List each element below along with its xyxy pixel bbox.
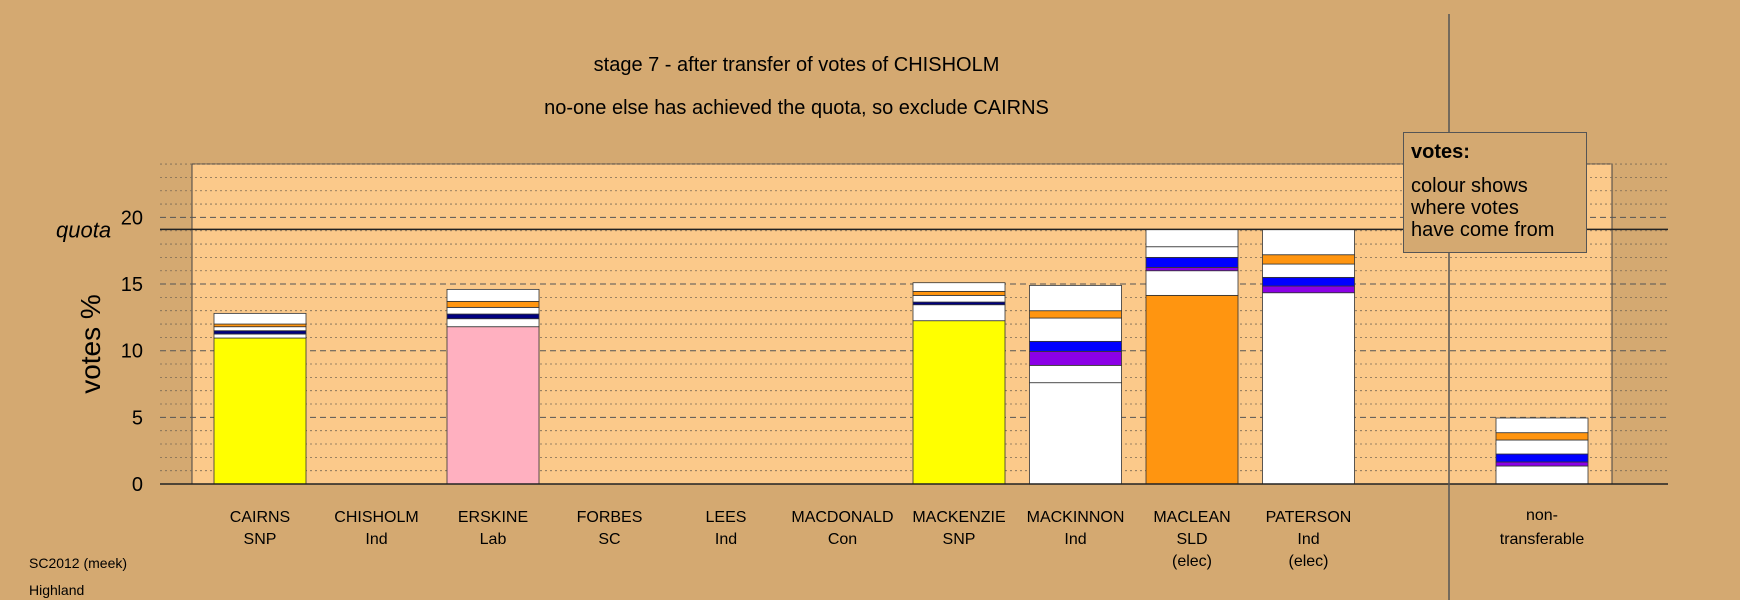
nontransferable-label: transferable [1500,531,1585,548]
bar-segment [1262,263,1355,278]
bar-segment [1145,270,1239,296]
candidate-party: SLD [1176,531,1207,548]
candidate-party: Lab [480,531,507,548]
candidate-name: MACKENZIE [912,509,1005,526]
candidate-status: (elec) [1288,553,1328,570]
bar-segment [1029,382,1122,485]
bar-segment [1145,228,1239,248]
bar-segment [446,300,540,308]
bar-segment [1029,364,1122,384]
bar-mackinnon [1029,284,1122,485]
bar-segment [1262,254,1355,265]
x-labels: CAIRNS SNP CHISHOLM Ind ERSKINE Lab FORBES SC LE… [230,507,1585,570]
bar-segment [1145,266,1239,272]
candidate-party: Ind [365,531,387,548]
candidate-name: CHISHOLM [334,509,418,526]
legend-title: votes: [1411,141,1470,163]
bar-segment [1145,246,1239,258]
bar-segment [1262,276,1355,287]
candidate-party: Ind [1064,531,1086,548]
bar-segment [1495,461,1589,467]
candidate-name: CAIRNS [230,509,290,526]
candidate-status: (elec) [1172,553,1212,570]
bar-segment [1262,292,1355,485]
candidate-name: FORBES [577,509,643,526]
bar-segment [912,320,1006,485]
candidate-name: MACLEAN [1153,509,1230,526]
candidate-party: SNP [244,531,277,548]
bar-segment [213,333,307,339]
bar-segment [912,282,1006,292]
chart-subtitle: no-one else has achieved the quota, so e… [544,97,1049,119]
chart-title: stage 7 - after transfer of votes of CHI… [593,54,1000,76]
bar-cairns [213,312,307,485]
candidate-party: Ind [715,531,737,548]
y-axis-label: votes % [75,294,106,394]
bar-segment [1495,432,1589,441]
candidate-name: PATERSON [1266,509,1352,526]
footer-region: Highland [29,582,85,598]
bar-segment [1029,317,1122,342]
bar-segment [912,294,1006,303]
bar-segment [1029,310,1122,319]
legend: votes: colour shows where votes have com… [1403,132,1587,253]
bar-segment [213,312,307,325]
bar-segment [213,337,307,485]
bar-erskine [446,288,540,485]
bar-segment [1262,285,1355,294]
bar-segment [1495,465,1589,485]
candidate-party: Ind [1297,531,1319,548]
candidate-name: ERSKINE [458,509,528,526]
y-ticks: 0 5 10 15 20 [121,207,143,496]
bar-segment [1262,228,1355,256]
candidate-name: MACKINNON [1027,509,1125,526]
nontransferable-label: non- [1526,507,1558,524]
y-tick-label: 10 [121,341,143,363]
candidate-party: Con [828,531,857,548]
bar-segment [1145,294,1239,485]
candidate-party: SNP [943,531,976,548]
y-tick-label: 15 [121,274,143,296]
y-tick-label: 5 [132,407,143,429]
legend-line: colour shows [1411,175,1528,197]
bar-segment [446,313,540,320]
bar-nontransferable [1495,417,1589,485]
bar-segment [1029,350,1122,366]
candidate-name: LEES [706,509,747,526]
y-tick-label: 20 [121,207,143,229]
bars [213,228,1589,485]
bar-segment [213,330,307,335]
bar-segment [1029,340,1122,352]
bar-segment [1029,284,1122,312]
bar-segment [1145,256,1239,268]
bar-segment [912,290,1006,296]
bar-maclean [1145,228,1239,485]
bar-segment [1495,439,1589,455]
quota-label: quota [56,217,111,242]
y-tick-label: 0 [132,474,143,496]
legend-line: have come from [1411,219,1555,241]
footer-source: SC2012 (meek) [29,555,128,571]
bar-segment [213,326,307,332]
bar-segment [446,288,540,302]
bar-segment [446,318,540,328]
bar-mackenzie [912,282,1006,485]
gridlines [160,163,1668,472]
candidate-party: SC [598,531,620,548]
bar-segment [912,304,1006,322]
bar-segment [1495,453,1589,463]
bar-segment [446,326,540,485]
bar-paterson [1262,228,1355,485]
legend-line: where votes [1411,197,1519,219]
candidate-name: MACDONALD [791,509,893,526]
bar-segment [446,306,540,315]
bar-segment [1495,417,1589,434]
